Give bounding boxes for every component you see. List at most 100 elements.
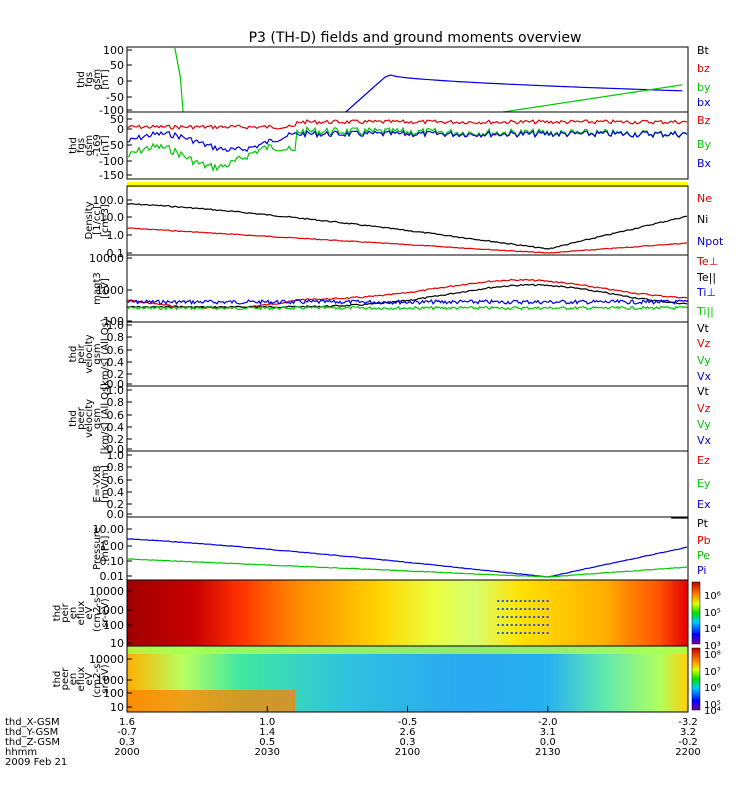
colorbar xyxy=(691,647,701,711)
spectrogram-speckle xyxy=(533,600,536,602)
legend-bz: bz xyxy=(697,62,710,75)
x-axis-value: -2.0 xyxy=(538,717,558,728)
mode-bar xyxy=(127,182,688,187)
colorbar-label: 10⁶ xyxy=(704,591,721,602)
legend-vy: Vy xyxy=(697,354,711,367)
y-tick-label: 1000 xyxy=(96,674,124,687)
y-axis-label-line: fgs xyxy=(84,72,95,87)
y-axis-label-line: thd xyxy=(52,671,63,688)
series-Ne xyxy=(126,227,687,254)
spectrogram-speckle xyxy=(537,600,540,602)
spectrogram-speckle xyxy=(542,624,545,626)
spectrogram-speckle xyxy=(510,608,513,610)
spectrogram-speckle xyxy=(528,608,531,610)
legend-vx: Vx xyxy=(697,370,712,383)
legend-by: by xyxy=(697,81,711,94)
y-axis-label-line: thd xyxy=(68,137,79,154)
y-axis-label-line: [km/s] (All Qs) xyxy=(100,318,111,390)
y-axis-label-line: peir xyxy=(60,602,71,622)
spectrogram-peer-low-band xyxy=(127,690,296,712)
x-axis-value: 3.1 xyxy=(540,727,556,738)
y-tick-label: 10.00 xyxy=(93,523,125,536)
y-axis-label-line: [nT] xyxy=(100,135,111,155)
y-tick-label: 1000 xyxy=(96,284,124,297)
y-axis-label-line: Density xyxy=(84,201,95,239)
legend-pi: Pi xyxy=(697,564,706,577)
spectrogram-speckle xyxy=(542,616,545,618)
y-axis-label-line: eflux xyxy=(76,601,87,626)
spectrogram-speckle xyxy=(510,632,513,634)
colorbar xyxy=(691,581,701,645)
y-tick-label: 0.6 xyxy=(107,474,125,487)
spectrogram-speckle xyxy=(546,608,549,610)
y-tick-label: 10.0 xyxy=(100,211,125,224)
y-tick-label: 0.2 xyxy=(107,368,125,381)
series-by xyxy=(174,46,184,113)
series-Ti-par xyxy=(126,305,689,311)
spectrogram-speckle xyxy=(528,600,531,602)
spectrogram-speckle xyxy=(510,616,513,618)
y-axis-label-line: Pressure xyxy=(92,527,103,570)
y-tick-label: 1.0 xyxy=(107,449,125,462)
legend-vx: Vx xyxy=(697,434,712,447)
legend-bx: Bx xyxy=(697,157,712,170)
spectrogram-speckle xyxy=(501,600,504,602)
y-tick-label: 0.2 xyxy=(107,498,125,511)
spectrogram-speckle xyxy=(546,600,549,602)
x-axis-value: -0.2 xyxy=(678,737,698,748)
series-Pe xyxy=(126,558,687,578)
spectrogram-speckle xyxy=(506,624,509,626)
y-axis-label-line: [cm-3] xyxy=(100,204,111,237)
spectrogram-speckle xyxy=(537,624,540,626)
x-axis-value: -0.7 xyxy=(117,727,137,738)
y-axis-label-line: eflux xyxy=(76,667,87,692)
y-axis-label-line: [nT] xyxy=(100,69,111,89)
y-tick-label: 0.8 xyxy=(107,396,125,409)
y-tick-label: 1.0 xyxy=(107,384,125,397)
spectrogram-speckle xyxy=(546,624,549,626)
colorbar-label: 10⁴ xyxy=(704,624,721,635)
x-axis-value: 2000 xyxy=(114,747,139,758)
legend-ti⊥: Ti⊥ xyxy=(696,286,716,299)
legend-ez: Ez xyxy=(697,454,710,467)
colorbar-label: 10⁶ xyxy=(704,683,721,694)
spectrogram-speckle xyxy=(519,608,522,610)
x-axis-value: 2130 xyxy=(535,747,560,758)
y-axis-label-line: [1/cc] xyxy=(92,206,103,235)
series-Ni xyxy=(126,202,688,250)
spectrogram-speckle xyxy=(501,632,504,634)
x-axis-date: 2009 Feb 21 xyxy=(5,757,67,768)
spectrogram-speckle xyxy=(515,608,518,610)
spectrogram-speckle xyxy=(515,624,518,626)
legend-vt: Vt xyxy=(697,385,710,398)
x-axis-value: 2100 xyxy=(395,747,420,758)
spectrogram-speckle xyxy=(506,608,509,610)
y-tick-label: -150 xyxy=(99,169,124,182)
legend-ex: Ex xyxy=(697,498,711,511)
y-axis-label-line: thd xyxy=(68,346,79,363)
y-tick-label: 0.4 xyxy=(107,356,125,369)
spectrogram-speckle xyxy=(533,608,536,610)
x-axis-value: 0.5 xyxy=(259,737,275,748)
x-axis-value: -3.2 xyxy=(678,717,698,728)
spectrogram-speckle xyxy=(519,616,522,618)
spectrogram-speckle xyxy=(506,600,509,602)
y-axis-label-line: magt3 xyxy=(92,272,103,305)
y-tick-label: 100.0 xyxy=(93,194,125,207)
panels: 100500-50-100thdfgsgsm[nT]Btbzbybx500-50… xyxy=(52,44,724,717)
y-axis-label-line: [eV] xyxy=(100,278,111,299)
y-axis-label-line: E=-VxB xyxy=(92,465,103,502)
colorbar-label: 10⁵ xyxy=(704,700,721,711)
x-axis-value: 2030 xyxy=(255,747,280,758)
y-axis-label-line: [nPa] xyxy=(100,535,111,561)
y-axis-label-line: gsm xyxy=(92,408,103,429)
spectrogram-speckle xyxy=(524,608,527,610)
legend-te||: Te|| xyxy=(696,271,716,284)
colorbar-label: 10⁵ xyxy=(704,608,721,619)
y-tick-label: 0 xyxy=(117,75,124,88)
series-Bx xyxy=(126,129,688,153)
y-tick-label: -50 xyxy=(106,91,124,104)
legend-vy: Vy xyxy=(697,418,711,431)
